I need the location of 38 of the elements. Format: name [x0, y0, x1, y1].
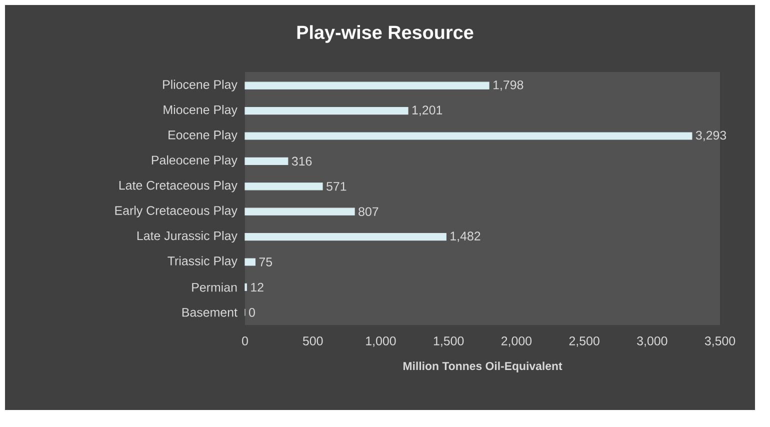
y-tick-label: Triassic Play — [168, 256, 238, 268]
y-tick-label: Eocene Play — [168, 130, 238, 142]
x-tick-label: 1,000 — [366, 336, 396, 347]
data-label: 316 — [292, 156, 312, 166]
x-tick-label: 0 — [242, 336, 248, 346]
bar — [244, 82, 490, 90]
data-label: 75 — [259, 258, 272, 266]
x-tick-label: 2,000 — [501, 336, 532, 347]
y-tick-label: Early Cretaceous Play — [115, 206, 238, 218]
x-tick-label: 500 — [302, 336, 323, 346]
bar — [244, 132, 692, 140]
y-tick-label: Permian — [192, 282, 237, 292]
bar — [244, 208, 355, 216]
data-label: 571 — [326, 182, 346, 191]
y-tick-label: Late Jurassic Play — [137, 230, 238, 243]
data-label: 3,293 — [696, 130, 726, 142]
y-tick-label: Paleocene Play — [152, 155, 238, 167]
x-tick-label: 2,500 — [569, 336, 600, 347]
y-tick-label: Basement — [182, 308, 238, 317]
data-label: 1,482 — [450, 232, 480, 242]
chart-title: Play-wise Resource — [297, 25, 474, 43]
bar — [244, 182, 323, 190]
data-label: 0 — [249, 308, 255, 317]
x-tick-label: 3,000 — [637, 336, 668, 347]
bar — [244, 107, 408, 115]
bar — [244, 157, 288, 165]
bar — [244, 258, 256, 266]
x-tick-label: 3,500 — [704, 336, 736, 347]
y-tick-label: Late Cretaceous Play — [119, 180, 238, 192]
x-axis-title: Million Tonnes Oil-Equivalent — [403, 362, 562, 372]
bar — [244, 233, 446, 241]
x-tick-label: 1,500 — [434, 336, 464, 347]
data-label: 12 — [251, 282, 264, 292]
data-label: 1,798 — [493, 80, 524, 91]
y-tick-label: Pliocene Play — [163, 80, 238, 92]
y-tick-label: Miocene Play — [164, 104, 238, 117]
data-label: 1,201 — [412, 106, 442, 116]
data-label: 807 — [358, 207, 378, 216]
